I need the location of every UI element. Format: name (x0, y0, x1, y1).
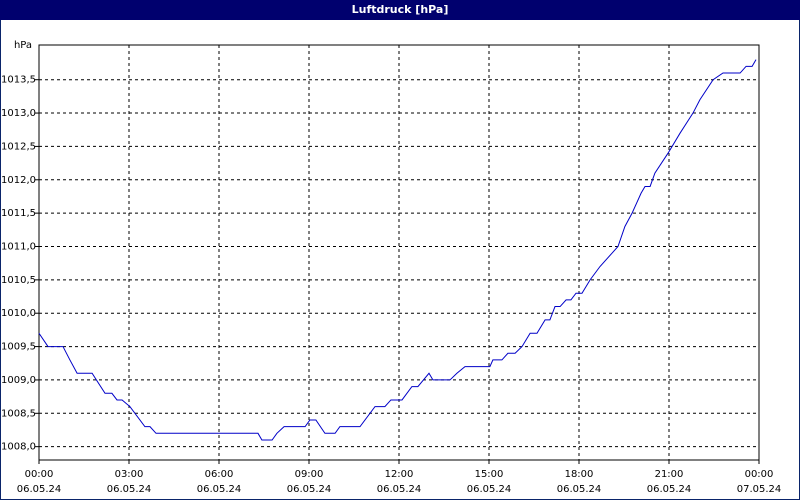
y-tick-label: 1012,0 (1, 175, 36, 186)
data-line (38, 59, 757, 441)
x-tick-sublabel: 06.05.24 (377, 484, 422, 495)
x-tick-label: 09:00 (295, 469, 324, 480)
x-tick-label: 15:00 (475, 469, 504, 480)
y-tick-label: 1013,0 (1, 108, 36, 119)
x-tick-label: 21:00 (655, 469, 684, 480)
y-tick-label: 1011,0 (1, 241, 36, 252)
x-tick-sublabel: 06.05.24 (17, 484, 62, 495)
title-bar (0, 0, 800, 20)
y-axis-label: hPa (14, 40, 32, 51)
x-tick-sublabel: 06.05.24 (467, 484, 512, 495)
x-tick-label: 06:00 (205, 469, 234, 480)
x-tick-label: 18:00 (565, 469, 594, 480)
y-tick-label: 1009,0 (1, 375, 36, 386)
y-tick-label: 1012,5 (1, 141, 36, 152)
x-tick-label: 12:00 (385, 469, 414, 480)
x-tick-sublabel: 06.05.24 (197, 484, 242, 495)
x-tick-label: 00:00 (745, 469, 774, 480)
y-tick-label: 1010,5 (1, 275, 36, 286)
chart-title: Luftdruck [hPa] (352, 3, 449, 16)
y-tick-label: 1013,5 (1, 75, 36, 86)
plot-area (38, 44, 760, 461)
x-tick-sublabel: 06.05.24 (287, 484, 332, 495)
x-tick-sublabel: 06.05.24 (647, 484, 692, 495)
y-tick-label: 1011,5 (1, 208, 36, 219)
y-tick-label: 1008,0 (1, 442, 36, 453)
y-tick-label: 1010,0 (1, 308, 36, 319)
x-tick-sublabel: 07.05.24 (737, 484, 782, 495)
x-tick-label: 03:00 (115, 469, 144, 480)
x-tick-sublabel: 06.05.24 (557, 484, 602, 495)
x-tick-label: 00:00 (25, 469, 54, 480)
y-tick-label: 1008,5 (1, 408, 36, 419)
x-tick-sublabel: 06.05.24 (107, 484, 152, 495)
y-tick-label: 1009,5 (1, 342, 36, 353)
